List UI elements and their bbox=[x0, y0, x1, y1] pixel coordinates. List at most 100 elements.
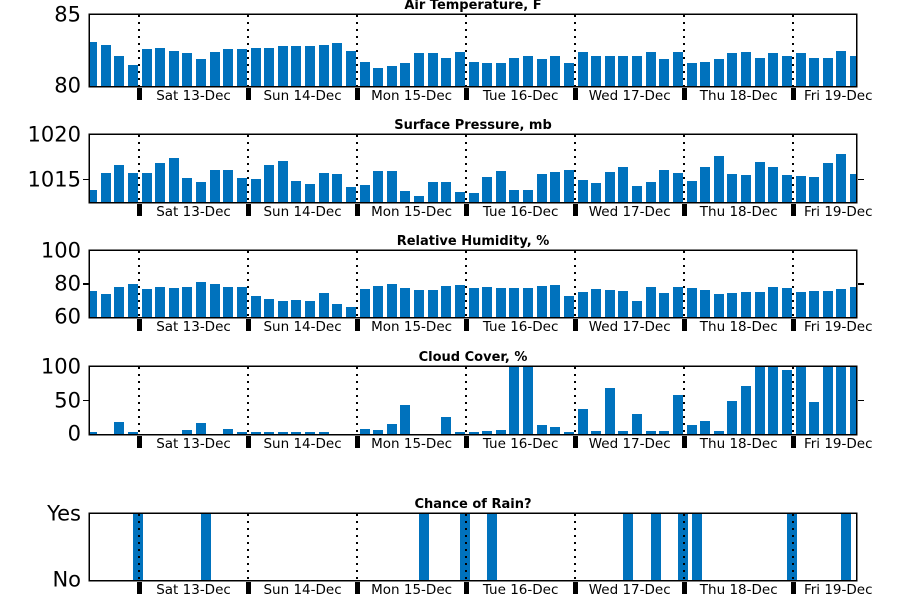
bar bbox=[332, 303, 343, 317]
bar bbox=[114, 421, 125, 434]
bar bbox=[672, 173, 683, 202]
bar bbox=[509, 57, 520, 86]
bar bbox=[550, 56, 561, 86]
bar bbox=[373, 170, 384, 202]
bar bbox=[414, 289, 424, 317]
day-gridline bbox=[574, 15, 577, 86]
bar bbox=[196, 423, 206, 434]
bar bbox=[196, 281, 206, 317]
day-gridline bbox=[138, 514, 140, 580]
bar bbox=[836, 153, 847, 202]
bar bbox=[386, 66, 397, 86]
bar bbox=[809, 291, 820, 317]
bar bbox=[305, 432, 315, 434]
bar bbox=[741, 386, 751, 434]
bar bbox=[277, 432, 288, 434]
bar bbox=[196, 59, 206, 86]
bar bbox=[223, 286, 234, 317]
bar bbox=[318, 44, 329, 86]
bar bbox=[318, 172, 329, 202]
bar bbox=[686, 288, 697, 317]
bar bbox=[563, 63, 574, 86]
bar bbox=[414, 195, 424, 202]
bar bbox=[441, 182, 452, 202]
bar bbox=[781, 288, 792, 317]
bar bbox=[795, 53, 806, 86]
bar bbox=[727, 53, 738, 86]
bar bbox=[277, 160, 288, 202]
day-gridline bbox=[465, 367, 468, 434]
bar bbox=[345, 186, 356, 202]
day-tickmark bbox=[463, 319, 469, 331]
day-tickmark bbox=[463, 436, 469, 448]
bar bbox=[713, 293, 724, 317]
bar bbox=[632, 185, 642, 202]
bar bbox=[100, 293, 111, 317]
bar bbox=[591, 183, 602, 202]
bar bbox=[632, 300, 642, 317]
day-label: Mon 15-Dec bbox=[371, 204, 453, 220]
bar bbox=[495, 63, 506, 86]
bar bbox=[795, 176, 806, 202]
day-tickmark bbox=[354, 436, 360, 448]
bar bbox=[822, 367, 833, 434]
bar bbox=[659, 59, 670, 86]
bar bbox=[132, 514, 143, 580]
y-tick-label: 80 bbox=[54, 73, 81, 98]
bar bbox=[441, 417, 452, 434]
bar bbox=[536, 285, 547, 317]
bar bbox=[100, 44, 111, 86]
bar bbox=[604, 171, 615, 202]
bar bbox=[305, 184, 315, 202]
day-tickmark bbox=[354, 582, 360, 594]
bar bbox=[677, 514, 688, 580]
bar bbox=[141, 49, 152, 86]
bar bbox=[754, 292, 765, 317]
bar bbox=[196, 182, 206, 202]
bar bbox=[577, 179, 588, 202]
bar bbox=[359, 428, 370, 434]
bar bbox=[209, 284, 220, 317]
day-gridline bbox=[465, 514, 468, 580]
bar bbox=[659, 431, 670, 434]
day-label: Sat 13-Dec bbox=[156, 204, 231, 220]
y-tick-label: 1015 bbox=[27, 167, 81, 192]
bar bbox=[90, 432, 97, 434]
day-tickmark bbox=[354, 88, 360, 100]
day-tickmark bbox=[790, 88, 796, 100]
bar bbox=[345, 50, 356, 86]
chart-title: Air Temperature, F bbox=[404, 0, 542, 13]
day-tickmark bbox=[790, 319, 796, 331]
day-label: Tue 16-Dec bbox=[482, 436, 559, 452]
day-gridline bbox=[792, 367, 795, 434]
bar bbox=[768, 53, 779, 86]
bar bbox=[768, 167, 779, 202]
bar bbox=[305, 300, 315, 317]
bar bbox=[318, 293, 329, 317]
day-tickmark bbox=[572, 436, 578, 448]
bar bbox=[686, 180, 697, 202]
bar bbox=[691, 514, 702, 580]
bar bbox=[850, 287, 856, 317]
day-label: Mon 15-Dec bbox=[371, 319, 453, 335]
bar bbox=[795, 292, 806, 317]
bar bbox=[127, 432, 138, 434]
bar bbox=[550, 427, 561, 434]
bar bbox=[809, 401, 820, 434]
y-tick-mark bbox=[82, 399, 89, 402]
day-label: Fri 19-Dec bbox=[803, 582, 873, 598]
bar bbox=[291, 299, 302, 317]
day-tickmark bbox=[681, 319, 687, 331]
bar bbox=[100, 172, 111, 202]
day-gridline bbox=[792, 15, 795, 86]
day-label: Thu 18-Dec bbox=[699, 582, 778, 598]
day-gridline bbox=[356, 367, 359, 434]
day-tickmark bbox=[681, 88, 687, 100]
bar bbox=[727, 293, 738, 317]
day-label: Wed 17-Dec bbox=[588, 88, 671, 104]
bar bbox=[618, 431, 629, 434]
bar bbox=[850, 174, 856, 202]
bar bbox=[741, 292, 751, 317]
day-gridline bbox=[356, 15, 359, 86]
bar bbox=[250, 178, 261, 202]
